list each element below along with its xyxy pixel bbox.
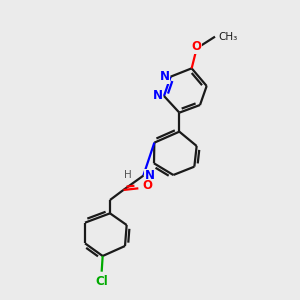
Text: N: N	[145, 169, 155, 182]
Text: H: H	[124, 169, 132, 179]
Text: O: O	[192, 40, 202, 53]
Text: CH₃: CH₃	[218, 32, 237, 42]
Text: Cl: Cl	[95, 275, 108, 288]
Text: N: N	[160, 70, 170, 83]
Text: O: O	[142, 179, 152, 192]
Text: N: N	[153, 89, 163, 103]
